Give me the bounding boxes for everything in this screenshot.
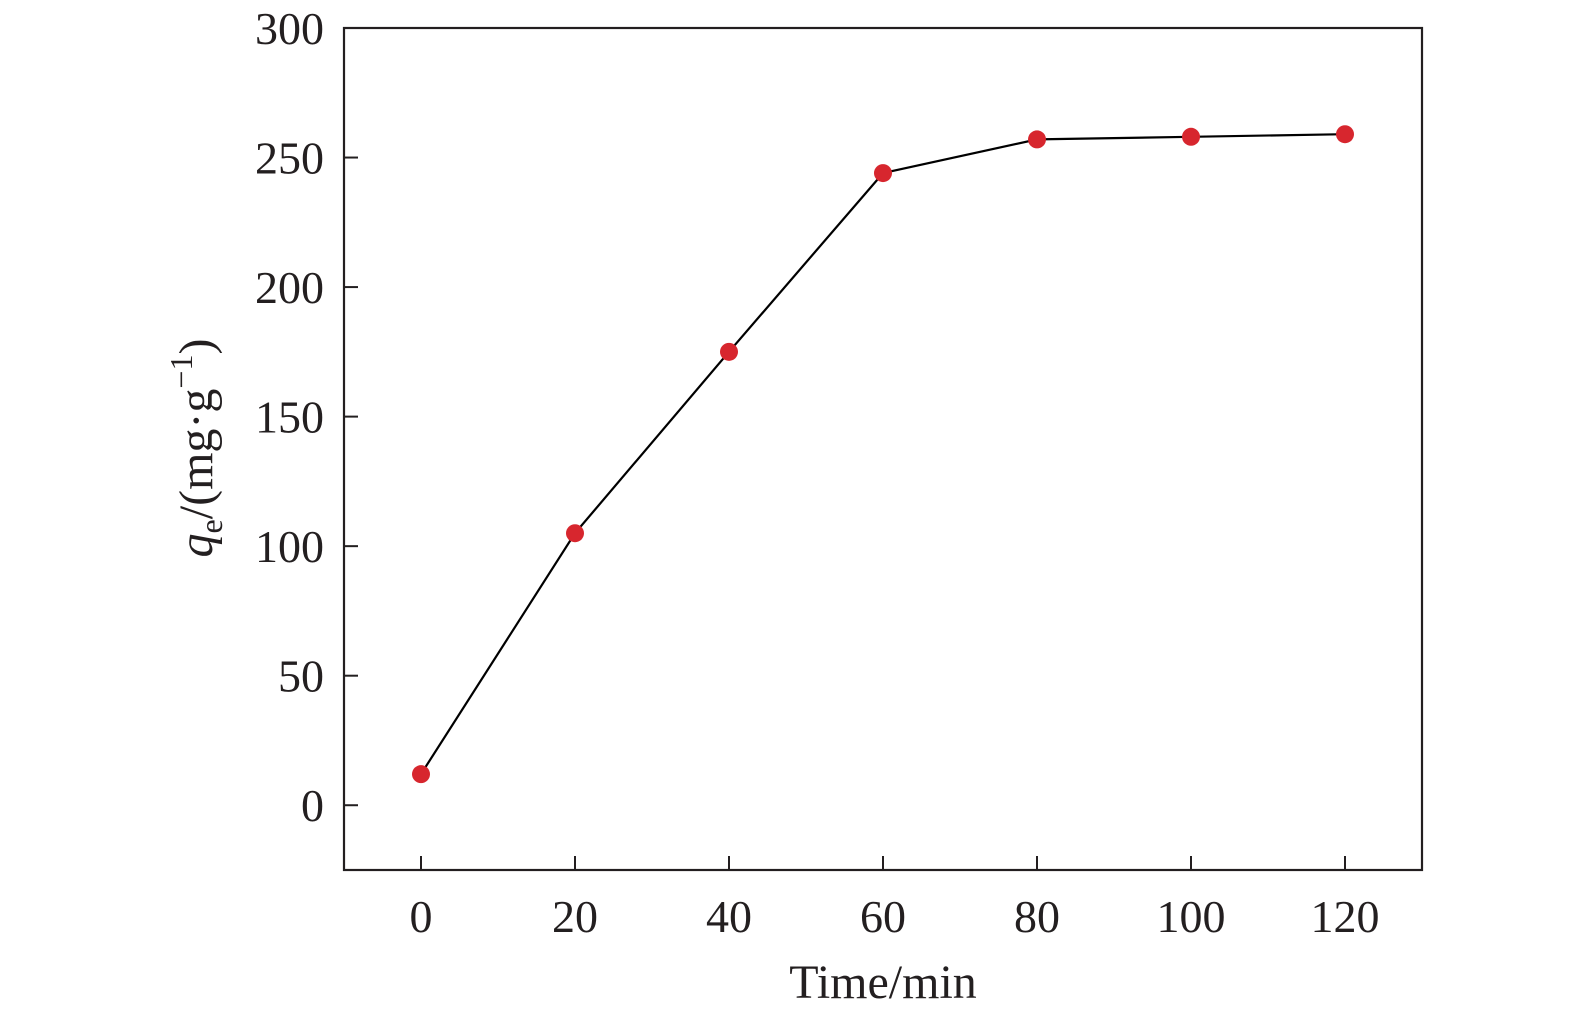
- data-point: [566, 524, 584, 543]
- y-tick-label: 100: [255, 521, 324, 572]
- data-point: [1182, 127, 1200, 146]
- y-tick-label: 150: [255, 392, 324, 443]
- y-tick-label: 250: [255, 133, 324, 184]
- y-axis-title-unit: /(mg·g: [170, 389, 223, 520]
- y-tick-label: 0: [301, 780, 324, 831]
- y-tick-label: 300: [255, 3, 324, 54]
- y-axis-title-subscript: e: [193, 519, 229, 533]
- x-tick-label: 20: [552, 891, 598, 942]
- x-tick-label: 0: [410, 891, 433, 942]
- y-axis-title-symbol: q: [170, 533, 223, 557]
- x-tick-label: 100: [1157, 891, 1226, 942]
- data-point: [874, 164, 892, 183]
- x-tick-label: 80: [1014, 891, 1060, 942]
- x-axis-title: Time/min: [789, 956, 977, 1009]
- y-axis-title: qe/(mg·g−1): [163, 339, 229, 558]
- data-point: [1336, 125, 1354, 144]
- plot-area: [412, 125, 1354, 784]
- x-tick-label: 120: [1311, 891, 1380, 942]
- y-axis-title-close: ): [170, 339, 223, 355]
- y-axis-title-superscript: −1: [163, 355, 199, 389]
- data-point: [412, 765, 430, 784]
- x-tick-label: 40: [706, 891, 752, 942]
- y-tick-label: 50: [278, 651, 324, 702]
- data-point: [720, 342, 738, 361]
- y-tick-label: 200: [255, 262, 324, 313]
- axes: 0 20 40 60 80 100 120 0 50 100 150 200 250 300: [255, 3, 1424, 942]
- plot-frame: [342, 26, 1424, 872]
- x-tick-label: 60: [860, 891, 906, 942]
- data-point: [1028, 130, 1046, 149]
- series-line: [420, 133, 1346, 775]
